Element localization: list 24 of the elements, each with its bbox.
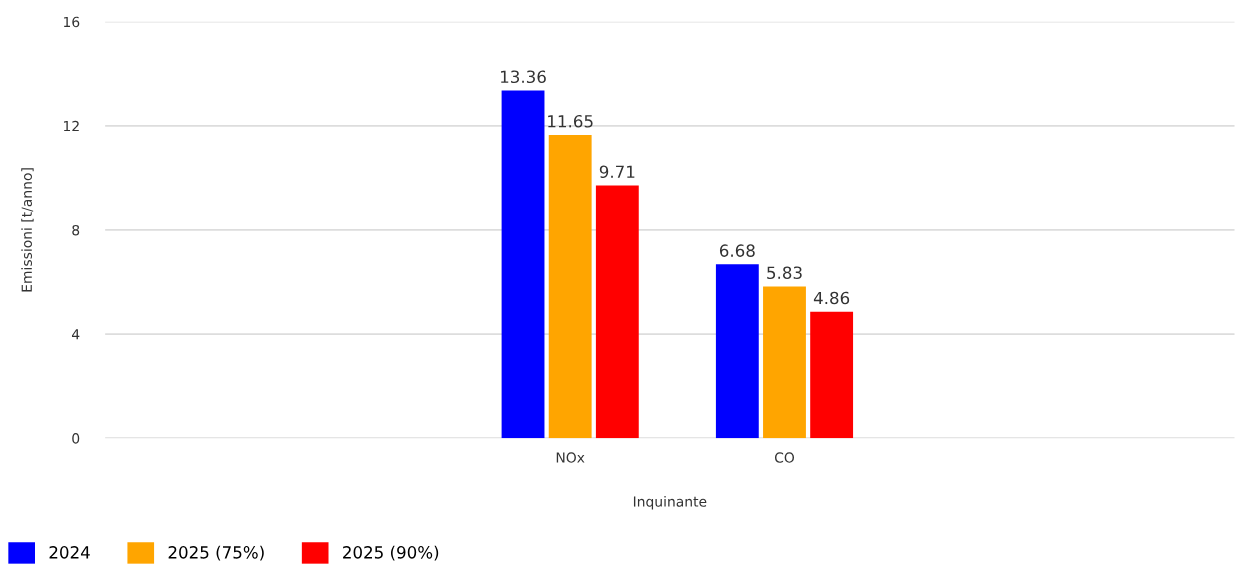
legend-label: 2024 [49,546,90,559]
y-axis-title: Emissioni [t/anno] [21,168,34,292]
bar [810,311,854,439]
x-axis-title: Inquinante [633,496,707,510]
y-tick-label: 8 [72,224,80,236]
data-label: 4.86 [813,291,850,305]
bar [763,286,806,439]
bar [595,185,639,439]
y-tick-label: 12 [64,120,79,132]
x-tick-label: NOx [556,452,585,463]
bar [715,264,759,439]
y-tick-label: 16 [64,16,80,28]
x-tick-label: CO [774,452,795,463]
data-label: 5.83 [767,266,802,280]
bar [501,90,545,439]
data-label: 11.65 [548,114,593,128]
bar [548,134,592,439]
y-tick-label: 4 [71,329,80,340]
data-label: 13.36 [501,70,546,84]
data-label: 6.68 [719,244,755,257]
data-label: 9.71 [599,165,635,179]
legend-label: 2025 (90%) [343,545,439,561]
legend-label: 2025 (75%) [168,545,264,561]
y-tick-label: 0 [72,433,80,444]
